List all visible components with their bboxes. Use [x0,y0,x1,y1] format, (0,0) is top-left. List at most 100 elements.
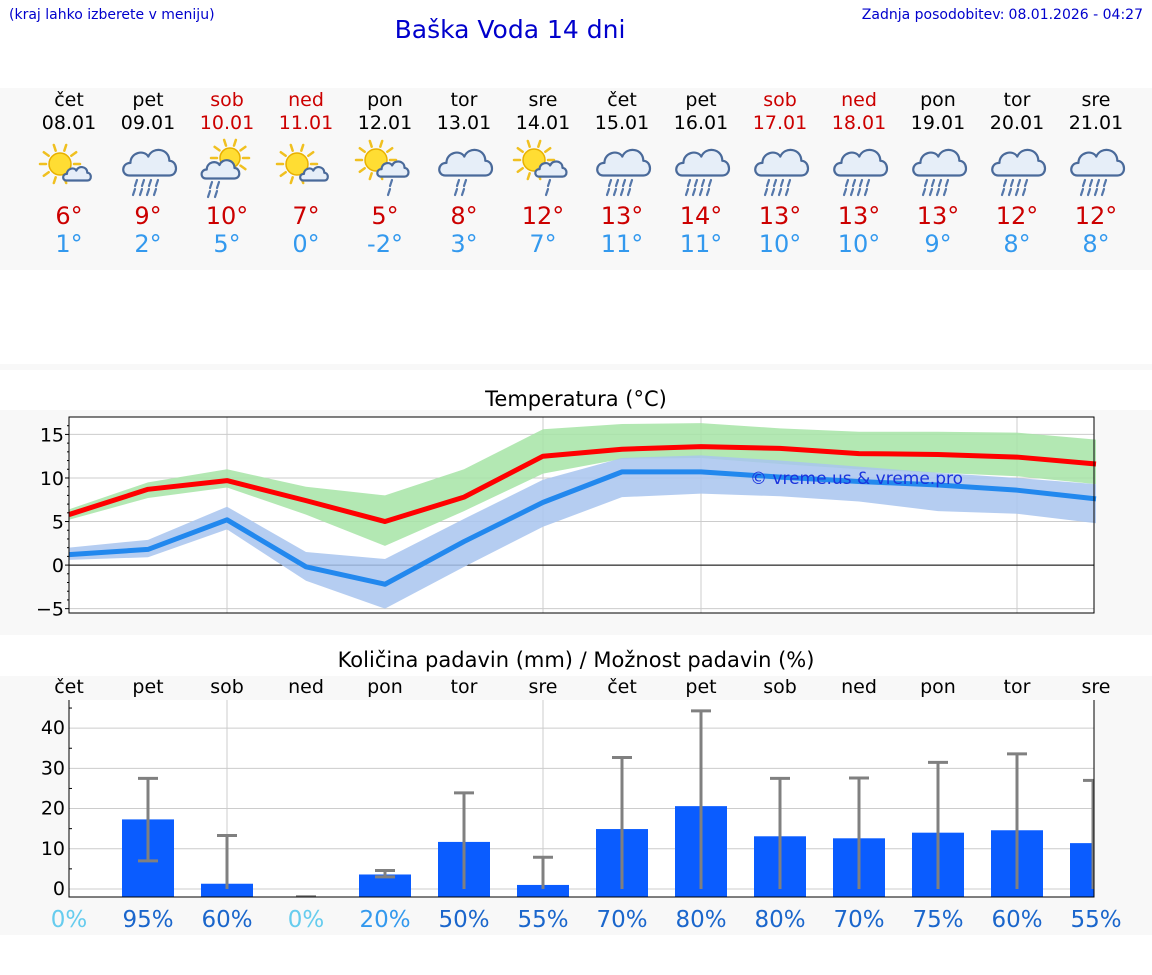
day-column: tor 13.01 8° 3° [424,88,504,258]
x-day-label: pon [920,676,956,698]
x-day-label: sob [763,676,797,698]
day-date: 19.01 [910,112,966,134]
min-temp: 5° [213,230,241,258]
day-date: 15.01 [594,112,650,134]
watermark: © vreme.us & vreme.pro [750,469,963,489]
precip-bar [359,874,411,897]
x-day-label: čet [54,676,84,698]
min-temp: 1° [55,230,83,258]
day-date: 12.01 [357,112,413,134]
day-name: pet [685,89,717,111]
day-date: 20.01 [989,112,1045,134]
min-temp: 9° [924,230,952,258]
min-temp: 8° [1082,230,1110,258]
max-temp: 12° [1074,202,1118,230]
day-date: 09.01 [120,112,176,134]
day-date: 18.01 [831,112,887,134]
max-temp: 8° [450,202,478,230]
x-day-label: pon [367,676,403,698]
sun-cloud-rain-icon [200,138,251,199]
day-date: 21.01 [1068,112,1124,134]
y-tick-label: 0 [52,555,64,577]
cloud-rain-icon [754,148,810,197]
sun-cloud-drizzle-icon [512,139,568,197]
plot-frame [68,700,1095,898]
day-name: sre [1081,89,1111,111]
last-update: Zadnja posodobitev: 08.01.2026 - 04:27 [858,7,1143,23]
y-tick-label: 10 [40,468,64,490]
precip-chance-label: 80% [675,907,726,933]
precip-chance-label: 60% [201,907,252,933]
day-column: sre 14.01 12° 7° [503,88,583,258]
day-column: pet 09.01 9° 2° [108,88,188,258]
precip-chance-label: 80% [754,907,805,933]
precip-chance-label: 70% [596,907,647,933]
max-temp: 14° [679,202,723,230]
max-temp-line [68,444,1097,525]
min-temp-line [68,469,1097,587]
min-temp: 10° [758,230,802,258]
x-day-label: tor [1004,676,1031,698]
precip-chance-label: 55% [1070,907,1121,933]
max-temp: 13° [916,202,960,230]
day-column: pon 19.01 13° 9° [898,88,978,258]
min-temp: 2° [134,230,162,258]
day-date: 14.01 [515,112,571,134]
day-date: 10.01 [199,112,255,134]
precip-chance-label: 50% [438,907,489,933]
page-title: Baška Voda 14 dni [394,15,626,44]
min-temp: -2° [367,230,403,258]
x-day-label: ned [288,676,324,698]
max-temp: 10° [205,202,249,230]
max-temp: 5° [371,202,399,230]
min-temp: 0° [292,230,320,258]
day-date: 11.01 [278,112,334,134]
cloud-rain-icon [122,148,178,197]
cloud-rain-icon [912,148,968,197]
forecast-strip [0,88,1152,270]
last-update-label: Zadnja posodobitev: [861,7,1005,23]
min-temp: 8° [1003,230,1031,258]
day-column: sob 17.01 13° 10° [740,88,820,258]
day-name: ned [841,89,877,111]
cloud-drizzle-icon [438,148,494,197]
day-name: čet [607,89,637,111]
min-temp: 7° [529,230,557,258]
day-date: 17.01 [752,112,808,134]
day-name: sob [210,89,244,111]
precip-chance-label: 55% [517,907,568,933]
x-day-label: tor [451,676,478,698]
cloud-rain-icon [596,148,652,197]
y-tick-label: 15 [40,424,64,446]
day-column: ned 18.01 13° 10° [819,88,899,258]
day-name: tor [450,89,478,111]
x-day-label: ned [841,676,877,698]
precip-chance-label: 70% [833,907,884,933]
max-temp: 9° [134,202,162,230]
precip-chance-label: 95% [122,907,173,933]
day-column: pon 12.01 5° -2° [345,88,425,258]
min-temp: 3° [450,230,478,258]
y-tick-label: 10 [41,838,65,860]
cloud-rain-icon [991,148,1047,197]
max-temp: 7° [292,202,320,230]
precip-chance-label: 75% [912,907,963,933]
day-name: tor [1003,89,1031,111]
min-temp: 10° [837,230,881,258]
y-tick-label: 40 [41,717,65,739]
last-update-value: 08.01.2026 - 04:27 [1008,7,1143,23]
day-name: sre [528,89,558,111]
precip-bar [201,883,253,897]
min-temp: 11° [679,230,723,258]
cloud-rain-icon [675,148,731,197]
day-name: pon [920,89,956,111]
day-column: čet 08.01 6° 1° [29,88,109,258]
day-column: sre 21.01 12° 8° [1056,88,1136,258]
day-date: 08.01 [41,112,97,134]
day-name: pet [132,89,164,111]
max-temp: 13° [758,202,802,230]
y-tick-label: −5 [36,599,64,621]
x-day-label: pet [132,676,163,698]
max-temp: 12° [995,202,1039,230]
